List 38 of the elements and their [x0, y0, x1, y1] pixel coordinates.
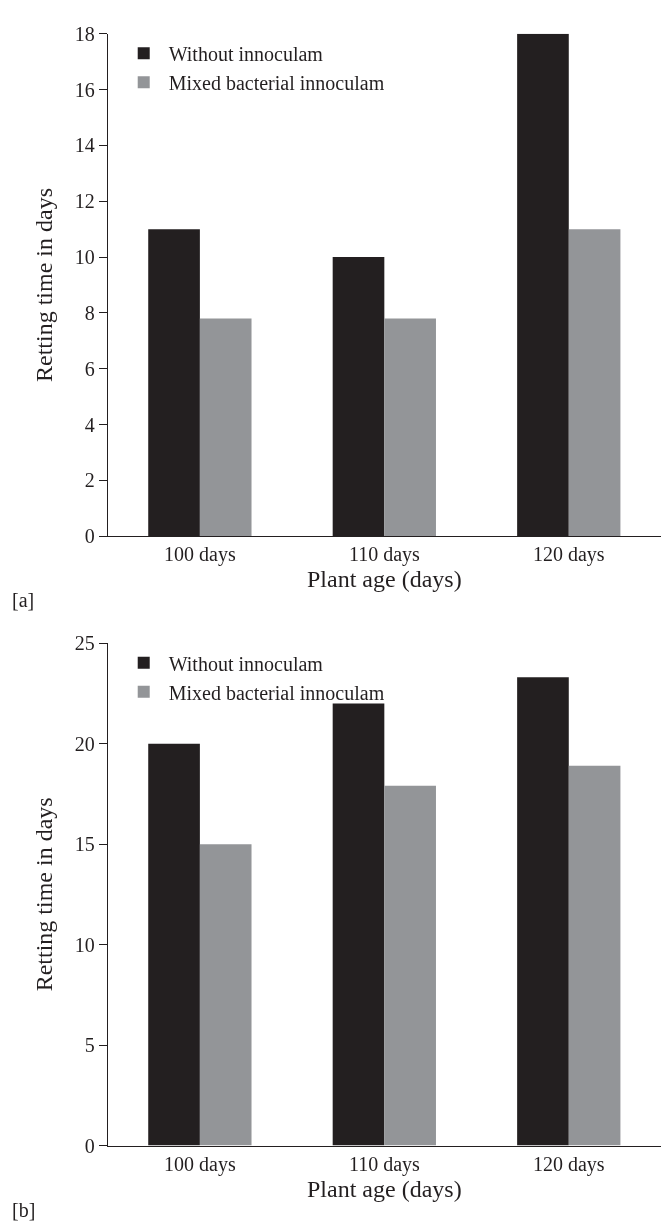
y-tick-label: 8 [84, 301, 95, 324]
x-tick-label: 120 days [532, 1152, 605, 1176]
y-axis-title: Retting time in days [30, 797, 57, 992]
y-tick-label: 2 [84, 469, 95, 492]
x-tick-label: 110 days [348, 1152, 420, 1176]
text: [b] [12, 1199, 36, 1221]
bar [199, 318, 252, 537]
y-tick-label: 12 [74, 190, 95, 213]
y-tick-label: 14 [74, 134, 95, 157]
bar [384, 318, 436, 537]
x-tick-label: 120 days [532, 543, 605, 567]
y-tick-label: 25 [74, 632, 95, 655]
y-tick-label: 10 [74, 246, 95, 269]
x-axis-title: Plant age (days) [307, 1175, 462, 1202]
legend-label: Mixed bacterial innoculam [168, 681, 385, 704]
y-tick-label: 5 [84, 1034, 95, 1057]
text: [a] [12, 589, 35, 611]
bar [568, 229, 621, 537]
x-tick-label: 110 days [348, 543, 420, 567]
y-tick-label: 15 [74, 833, 95, 856]
legend-label: Without innoculam [168, 652, 324, 675]
bar [384, 785, 436, 1146]
legend-label: Without innoculam [168, 43, 324, 66]
y-tick-label: 4 [84, 413, 95, 436]
x-tick-label: 100 days [164, 543, 236, 567]
legend-label: Mixed bacterial innoculam [168, 72, 385, 95]
x-tick-label: 100 days [164, 1152, 236, 1176]
y-tick-label: 16 [74, 78, 95, 101]
y-tick-label: 0 [84, 525, 95, 548]
y-axis-title: Retting time in days [30, 188, 57, 382]
bar [199, 844, 252, 1146]
y-tick-label: 18 [74, 22, 95, 45]
y-tick-label: 10 [74, 933, 95, 956]
x-axis-title: Plant age (days) [307, 566, 462, 593]
y-tick-label: 6 [84, 357, 95, 380]
y-tick-label: 20 [74, 732, 95, 755]
bar [568, 765, 621, 1146]
y-tick-label: 0 [84, 1134, 95, 1157]
